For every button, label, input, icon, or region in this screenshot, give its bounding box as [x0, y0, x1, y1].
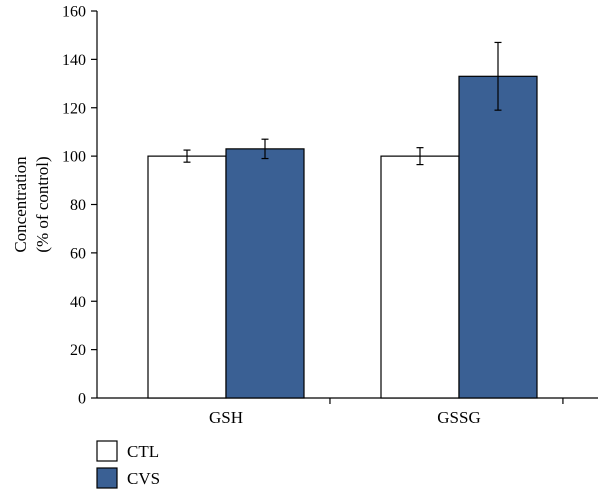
y-axis-label-line: Concentration [11, 156, 30, 253]
error-bars [183, 41, 502, 166]
bars [147, 75, 538, 399]
x-axis: GSH GSSG [97, 397, 598, 427]
legend-label-ctl: CTL [127, 442, 159, 461]
bar-cvs-gsh [225, 148, 305, 399]
bar-ctl-gsh [147, 155, 227, 399]
y-tick-label: 60 [70, 245, 86, 262]
y-tick-label: 140 [62, 52, 86, 69]
legend-label-cvs: CVS [127, 469, 160, 488]
y-tick-label: 20 [70, 342, 86, 359]
legend-swatch-ctl [96, 440, 118, 462]
y-tick-label: 0 [78, 391, 86, 408]
y-axis-label: Concentration (% of control) [11, 156, 52, 253]
x-tick-label: GSH [209, 408, 243, 427]
bar-ctl-gssg [380, 155, 460, 399]
y-tick-label: 40 [70, 294, 86, 311]
y-axis: 0 20 40 60 80 100 120 140 160 [62, 4, 98, 408]
legend: CTL CVS [96, 440, 160, 489]
y-tick-label: 160 [62, 4, 86, 21]
bar-cvs-gssg [458, 75, 538, 399]
y-axis-label-line: (% of control) [33, 156, 52, 252]
y-tick-label: 100 [62, 149, 86, 166]
x-tick-label: GSSG [437, 408, 480, 427]
legend-swatch-cvs [96, 467, 118, 489]
y-tick-label: 120 [62, 100, 86, 117]
y-tick-label: 80 [70, 197, 86, 214]
